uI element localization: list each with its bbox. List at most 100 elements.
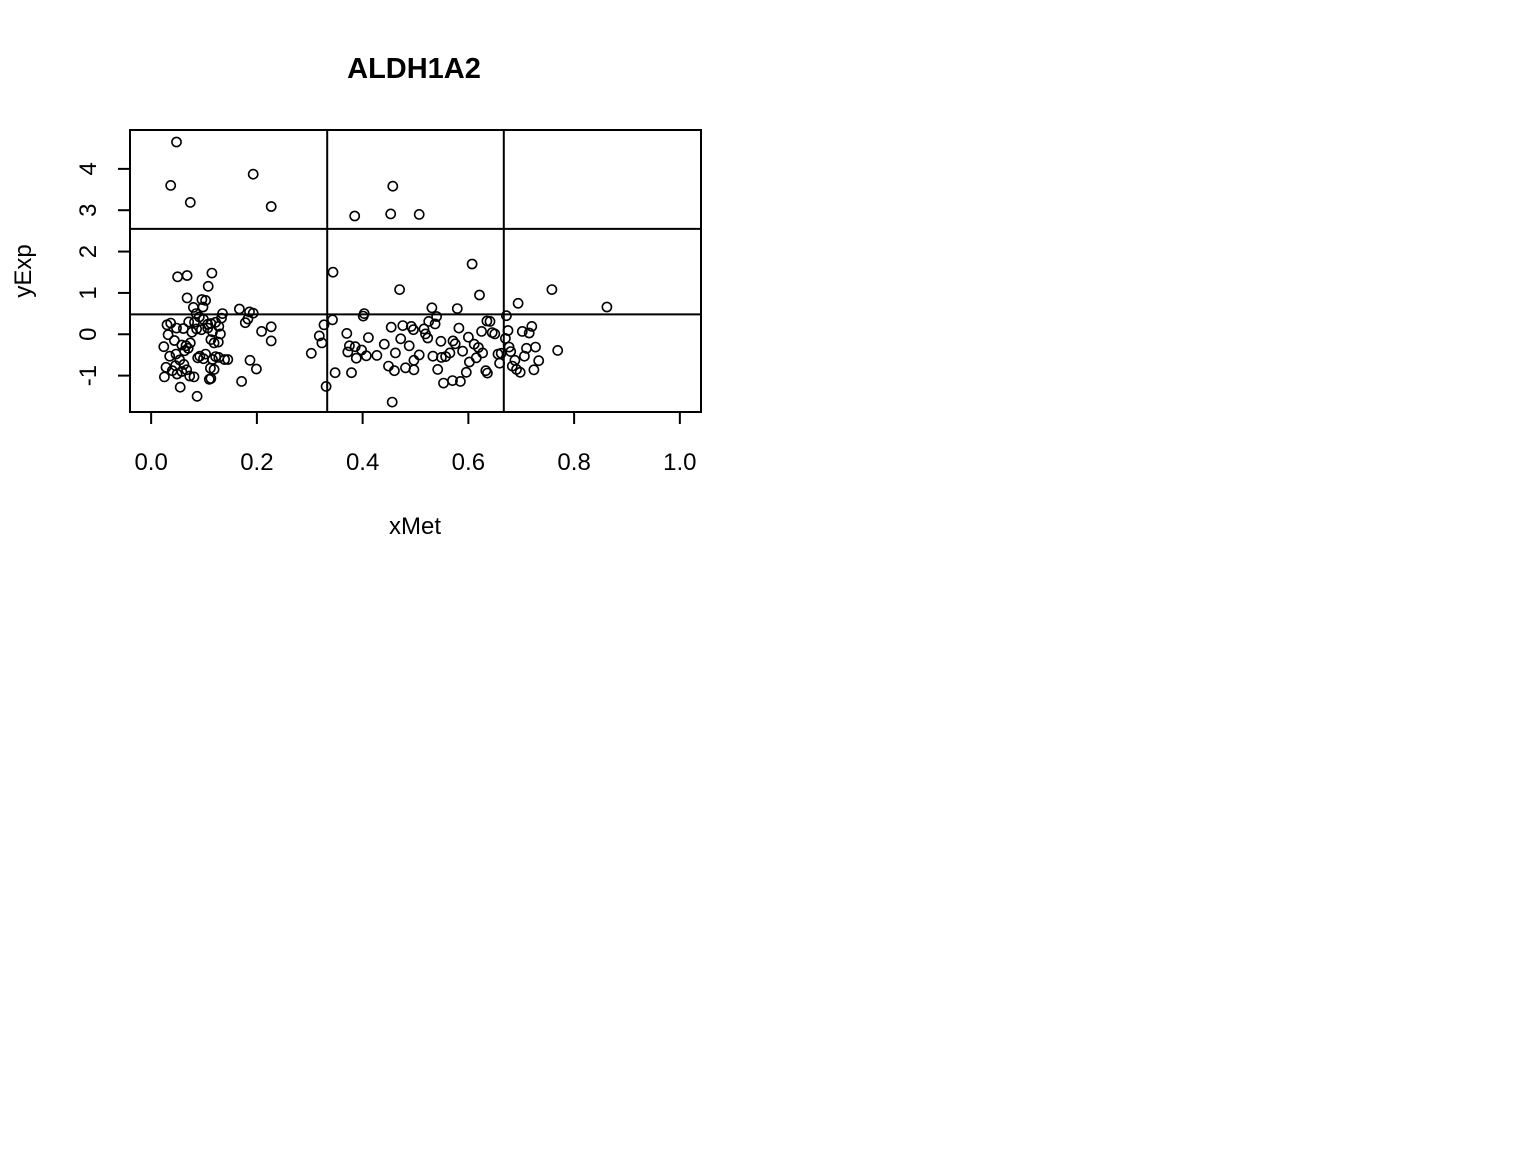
data-point [318,319,330,331]
data-point [181,364,192,376]
data-point [480,365,492,377]
x-tick-label: 0.2 [240,449,273,476]
data-point [186,326,198,338]
x-tick-label: 1.0 [663,449,696,476]
data-point [502,325,514,336]
data-point [327,266,339,278]
data-point [222,354,234,365]
data-point [346,367,357,379]
data-point [250,363,262,375]
data-point [546,284,558,295]
data-point [526,320,538,332]
data-point [183,316,195,328]
data-point [435,351,447,363]
data-point [313,330,325,342]
data-point [242,313,254,325]
y-axis: -1 0 1 2 3 4 [75,162,131,386]
data-point [202,280,214,292]
data-point [162,329,174,341]
data-point [210,351,221,362]
data-point [184,196,196,208]
data-point [360,350,372,362]
data-point [164,350,176,362]
x-axis: 0.0 0.2 0.4 0.6 0.8 1.0 [134,411,697,476]
data-point [505,346,517,357]
data-point [378,338,390,350]
data-point [408,354,420,366]
data-point [389,347,401,359]
data-point [516,325,528,337]
data-point [349,210,361,222]
y-tick-label: 3 [75,204,102,217]
y-tick-label: -1 [75,365,102,386]
data-point [188,371,200,383]
data-point [447,335,459,347]
data-point [213,320,225,332]
data-point [427,350,439,362]
data-point [247,168,259,180]
data-point [432,363,444,375]
data-point [494,357,505,369]
data-point [327,314,338,326]
data-point [429,318,441,330]
data-point [158,371,170,383]
data-point [444,347,456,359]
data-point [447,375,458,386]
data-point [171,136,182,148]
data-point [388,365,400,377]
data-point [431,311,442,322]
data-point [453,322,465,334]
data-point [349,341,361,353]
data-point [413,349,425,361]
data-point [514,366,526,378]
x-tick-label: 0.8 [557,449,590,476]
data-point [530,341,541,353]
y-tick-label: 4 [75,162,102,175]
data-point [470,352,482,364]
y-tick-label: 1 [75,286,102,299]
y-tick-label: 0 [75,328,102,341]
data-point [158,341,170,353]
data-point [523,327,535,339]
data-point [247,307,259,319]
data-point [601,301,613,313]
data-point [208,363,220,375]
data-point [426,302,438,314]
data-point [489,328,501,340]
data-point [181,292,193,304]
data-point [350,352,362,364]
x-tick-label: 0.0 [134,449,167,476]
data-point [477,347,488,359]
y-axis-label: yExp [10,244,37,297]
x-tick-label: 0.6 [452,449,485,476]
data-point [512,297,524,309]
data-point [474,289,485,301]
data-point [386,396,398,408]
data-point [181,270,193,281]
data-point [305,347,317,359]
data-point [418,323,430,335]
data-point [342,346,354,358]
data-point [481,367,493,379]
data-point [178,358,190,370]
data-point [172,271,183,283]
data-point [189,316,200,328]
data-point [460,366,472,378]
data-point [385,321,397,333]
data-point [519,350,530,362]
y-tick-label: 2 [75,245,102,258]
data-point [503,341,515,353]
data-point [233,303,245,315]
data-point [509,354,521,366]
data-point [191,390,203,402]
chart-title: ALDH1A2 [347,53,481,85]
data-points [158,136,613,408]
data-point [329,367,341,379]
data-point [205,334,217,345]
data-point [407,324,419,336]
data-point [438,377,449,389]
data-point [205,373,217,384]
data-point [341,327,353,339]
data-point [265,335,277,347]
data-point [197,301,209,313]
